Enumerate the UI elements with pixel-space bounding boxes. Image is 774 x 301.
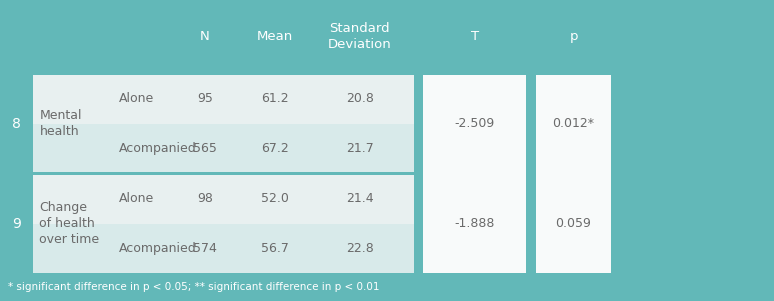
- Text: Mean: Mean: [257, 30, 293, 43]
- Text: 52.0: 52.0: [261, 192, 289, 205]
- Text: -2.509: -2.509: [454, 117, 495, 130]
- Text: 574: 574: [194, 242, 217, 255]
- Text: Acompanied: Acompanied: [118, 142, 196, 155]
- FancyBboxPatch shape: [33, 73, 611, 75]
- FancyBboxPatch shape: [33, 172, 414, 175]
- FancyBboxPatch shape: [33, 224, 414, 274]
- Text: Acompanied: Acompanied: [118, 242, 196, 255]
- FancyBboxPatch shape: [526, 74, 536, 274]
- Text: 95: 95: [197, 92, 213, 105]
- FancyBboxPatch shape: [33, 174, 414, 224]
- FancyBboxPatch shape: [33, 124, 414, 174]
- Text: 21.4: 21.4: [346, 192, 374, 205]
- Text: 565: 565: [194, 142, 217, 155]
- Text: 9: 9: [12, 217, 21, 231]
- Text: 8: 8: [12, 117, 21, 131]
- Text: 22.8: 22.8: [346, 242, 374, 255]
- Text: 21.7: 21.7: [346, 142, 374, 155]
- Text: 0.059: 0.059: [556, 217, 591, 230]
- Text: Alone: Alone: [118, 192, 154, 205]
- Text: Alone: Alone: [118, 92, 154, 105]
- Text: Mental
health: Mental health: [39, 109, 82, 138]
- Text: p: p: [570, 30, 577, 43]
- FancyBboxPatch shape: [33, 74, 414, 124]
- Text: N: N: [200, 30, 210, 43]
- Text: 67.2: 67.2: [261, 142, 289, 155]
- Text: 98: 98: [197, 192, 213, 205]
- FancyBboxPatch shape: [33, 74, 611, 274]
- FancyBboxPatch shape: [414, 74, 423, 274]
- Text: 0.012*: 0.012*: [553, 117, 594, 130]
- Text: -1.888: -1.888: [454, 217, 495, 230]
- Text: T: T: [471, 30, 479, 43]
- FancyBboxPatch shape: [0, 273, 774, 275]
- Text: Standard
Deviation: Standard Deviation: [328, 22, 392, 51]
- Text: 61.2: 61.2: [261, 92, 289, 105]
- Text: 20.8: 20.8: [346, 92, 374, 105]
- Text: 56.7: 56.7: [261, 242, 289, 255]
- Text: Change
of health
over time: Change of health over time: [39, 201, 100, 247]
- Text: * significant difference in p < 0.05; ** significant difference in p < 0.01: * significant difference in p < 0.05; **…: [8, 282, 379, 293]
